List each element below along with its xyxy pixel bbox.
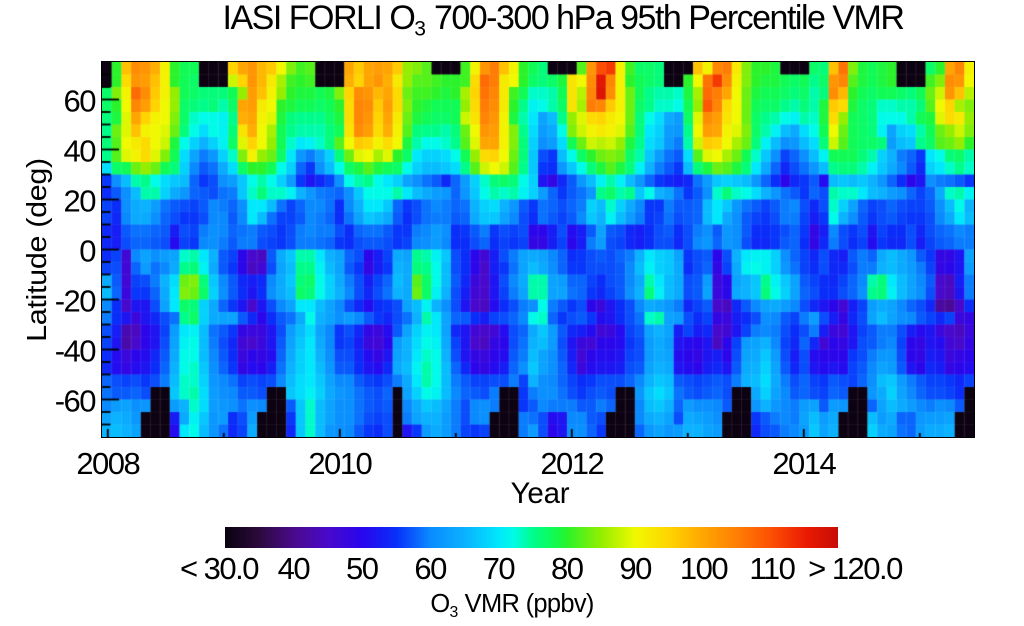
colorbar-label-60: 60 (414, 550, 447, 586)
colorbar-label-100: 100 (679, 550, 729, 586)
chart-title-text: IASI FORLI O (222, 0, 416, 37)
x-tick-label-2012: 2012 (540, 445, 604, 481)
chart-title-text-suffix: 700-300 hPa 95th Percentile VMR (426, 0, 905, 37)
x-axis-title: Year (510, 477, 570, 510)
y-axis-title: Latitude (deg) (21, 158, 52, 342)
chart-title: IASI FORLI O3 700-300 hPa 95th Percentil… (222, 0, 905, 41)
colorbar-title-text: O (430, 590, 450, 618)
colorbar-label-50: 50 (345, 550, 379, 586)
chart-title-subscript: 3 (414, 17, 427, 41)
x-tick-label-2008: 2008 (76, 445, 140, 481)
colorbar-label-110: 110 (749, 550, 795, 586)
colorbar-label-90: 90 (619, 550, 652, 586)
colorbar-label-70: 70 (482, 550, 516, 586)
colorbar-label-80: 80 (551, 550, 584, 586)
colorbar-label-40: 40 (277, 550, 311, 586)
y-tick-label-40: 40 (63, 133, 97, 168)
y-tick-label--40: -40 (54, 333, 97, 368)
colorbar-canvas[interactable] (225, 527, 838, 548)
y-tick-label-20: 20 (63, 183, 97, 218)
colorbar-label-over: > 120.0 (808, 550, 903, 586)
heatmap-canvas[interactable] (102, 62, 974, 437)
y-tick-label--20: -20 (54, 283, 97, 318)
x-tick-label-2010: 2010 (308, 445, 372, 481)
y-tick-label--60: -60 (54, 383, 97, 418)
colorbar-label-under: < 30.0 (179, 550, 260, 586)
y-tick-label-60: 60 (63, 83, 97, 118)
colorbar-title-text-suffix: VMR (ppbv) (458, 590, 595, 618)
colorbar-title-subscript: 3 (449, 604, 459, 622)
colorbar[interactable] (225, 527, 838, 553)
colorbar-title: O3 VMR (ppbv) (430, 590, 595, 622)
heatmap-plot-area[interactable] (101, 61, 975, 438)
x-tick-label-2014: 2014 (772, 445, 836, 481)
y-tick-label-0: 0 (79, 233, 96, 268)
